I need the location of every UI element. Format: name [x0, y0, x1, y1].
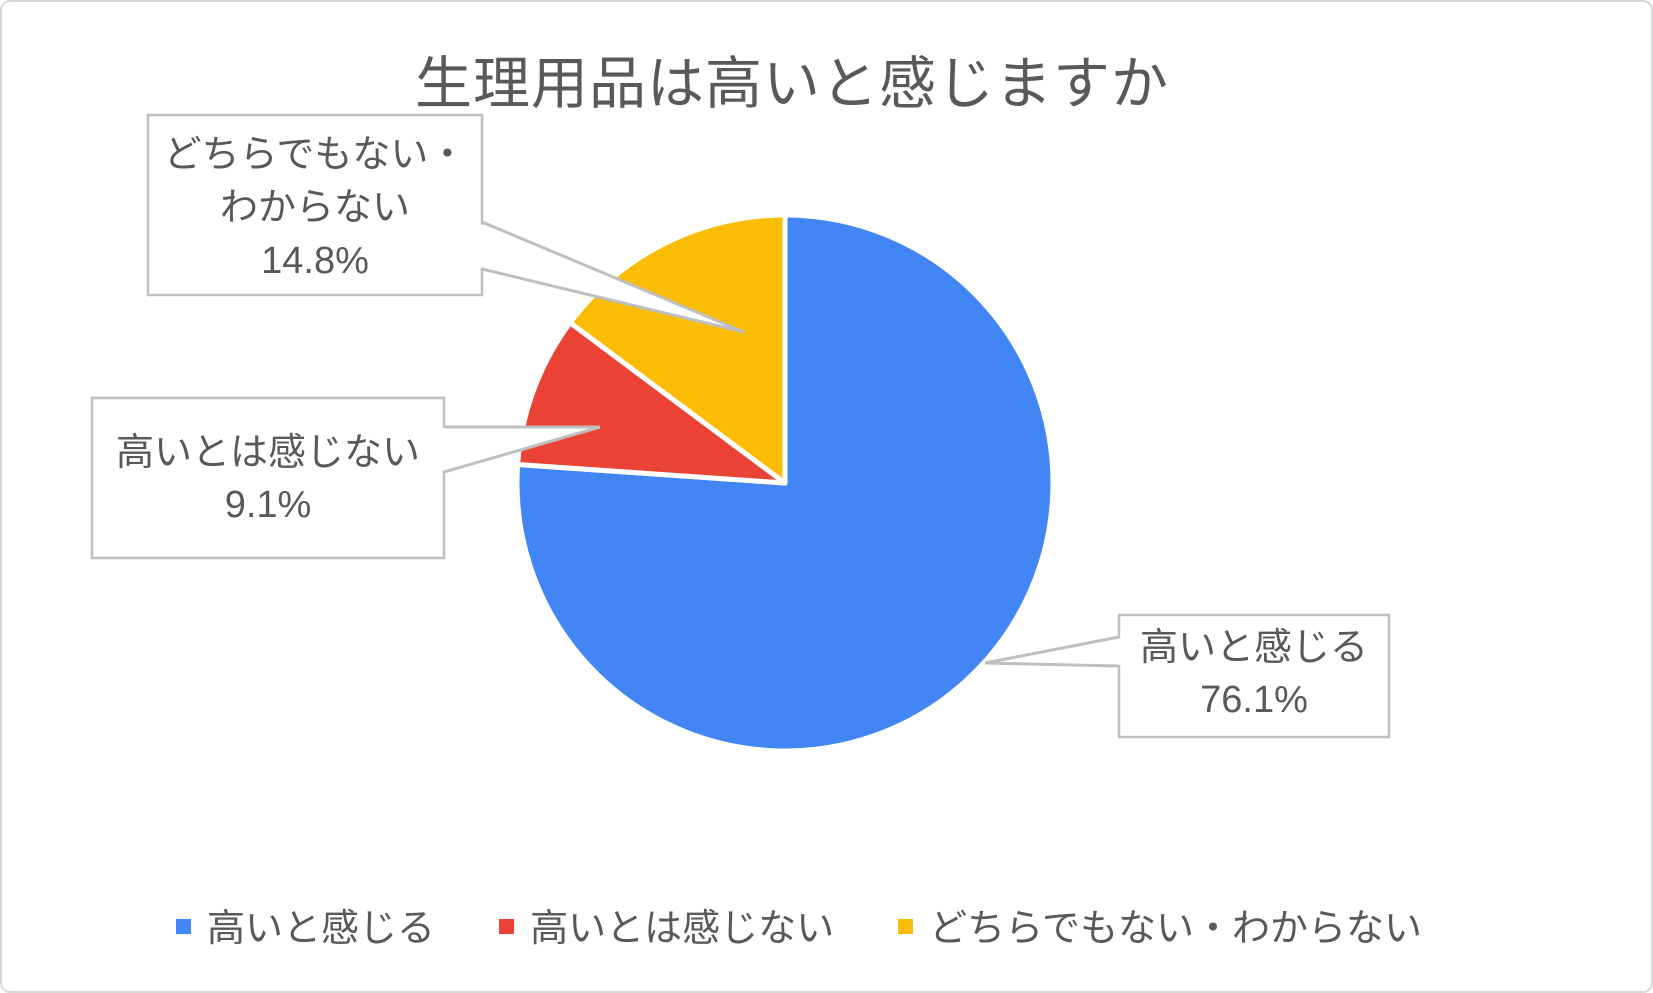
legend-swatch-red-icon	[499, 918, 515, 934]
callout-not-expensive: 高いとは感じない 9.1%	[90, 396, 601, 560]
callout-neither: どちらでもない・ わからない 14.8%	[146, 113, 745, 334]
legend-item-not-expensive: 高いとは感じない	[499, 897, 834, 952]
legend-item-expensive: 高いと感じる	[176, 897, 435, 952]
pie-slice-1	[515, 320, 788, 486]
callout-neither-leader-line	[481, 220, 745, 334]
legend-swatch-yellow-icon	[898, 918, 914, 934]
callout-not-expensive-value: 9.1%	[225, 484, 312, 526]
legend-swatch-blue-icon	[176, 918, 192, 934]
callout-expensive-box	[1117, 613, 1391, 739]
callout-expensive-value: 76.1%	[1200, 679, 1308, 721]
callout-expensive-leader-line	[984, 635, 1120, 668]
legend-label-expensive: 高いと感じる	[207, 907, 436, 950]
pie	[514, 212, 1056, 754]
callout-not-expensive-label: 高いとは感じない	[116, 432, 420, 474]
callout-neither-label-line1: どちらでもない・	[164, 134, 467, 176]
callout-neither-box	[146, 113, 484, 297]
legend-label-neither: どちらでもない・わからない	[929, 907, 1422, 950]
callout-not-expensive-leader-line	[443, 425, 601, 474]
chart-legend: 高いと感じる 高いとは感じない どちらでもない・わからない	[2, 898, 1596, 950]
chart-title: 生理用品は高いと感じますか	[415, 52, 1169, 116]
callout-neither-value: 14.8%	[261, 240, 369, 282]
callout-not-expensive-box	[90, 396, 446, 560]
callout-neither-label-line2: わからない	[220, 187, 410, 229]
legend-item-neither: どちらでもない・わからない	[898, 897, 1422, 952]
callout-expensive-label: 高いと感じる	[1140, 627, 1368, 669]
callout-expensive: 高いと感じる 76.1%	[984, 613, 1391, 739]
legend-label-not-expensive: 高いとは感じない	[530, 907, 835, 950]
callout-expensive-notch	[987, 638, 1121, 665]
